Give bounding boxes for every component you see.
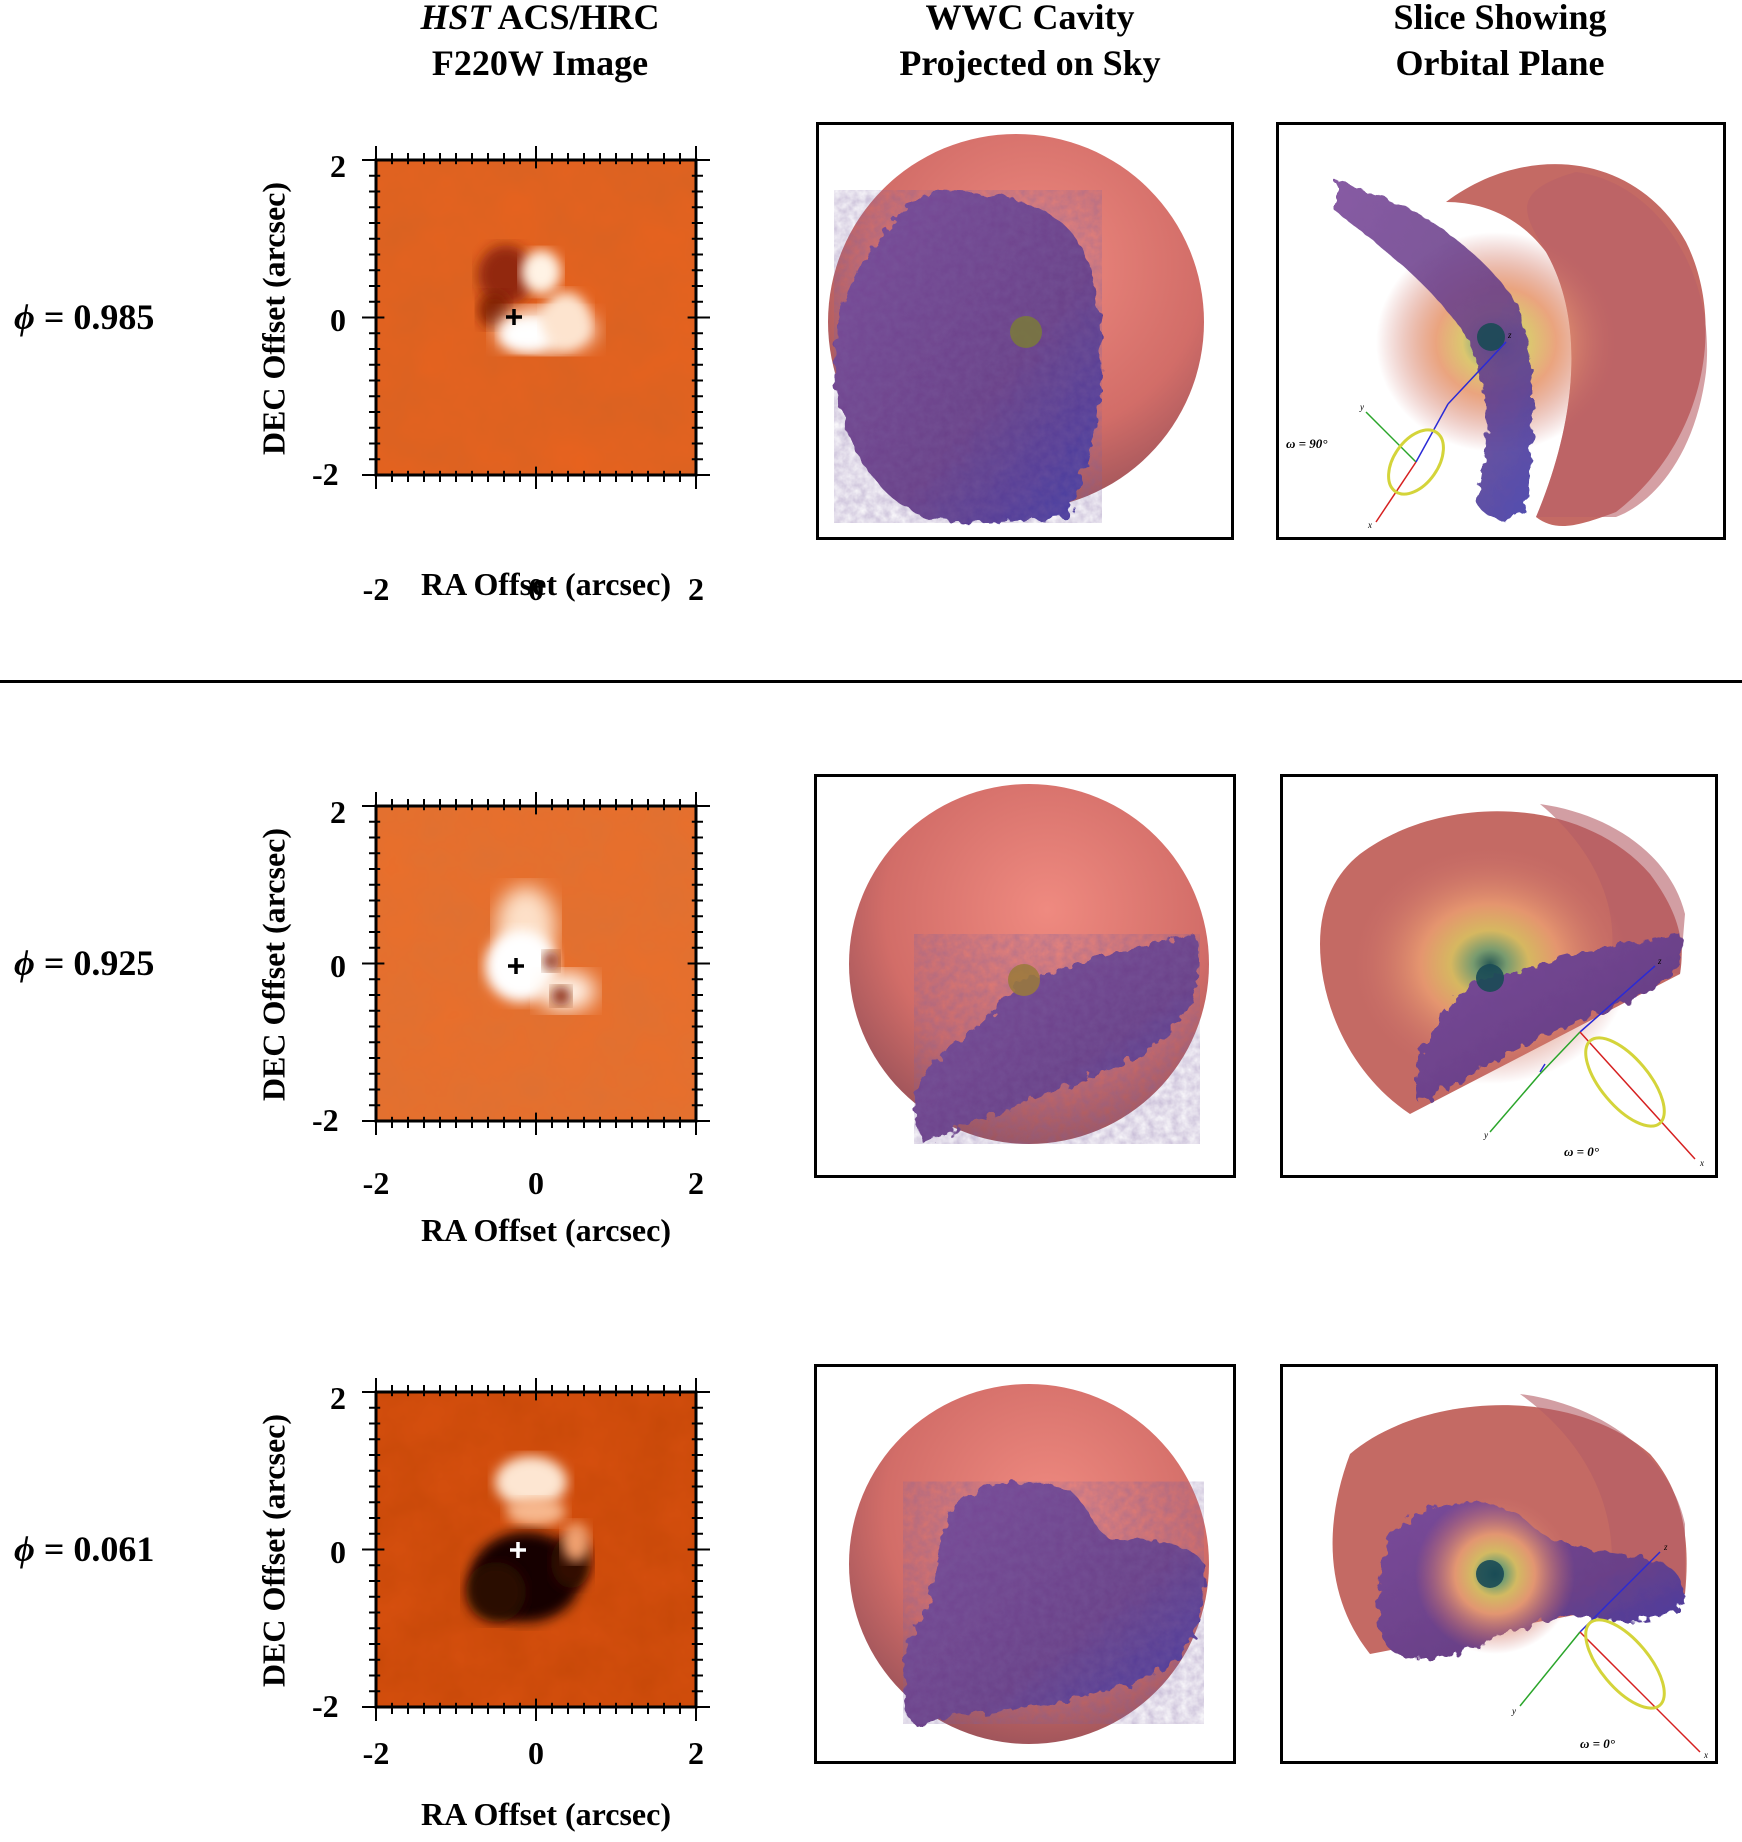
x-tick-neg2: -2	[363, 1165, 390, 1201]
y-axis-title-row3: DEC Offset (arcsec)	[255, 1413, 292, 1688]
y-tick-neg2-row2: -2	[312, 1102, 339, 1138]
y-axis-label: y	[1359, 402, 1364, 412]
y-axis-title-row2: DEC Offset (arcsec)	[255, 827, 292, 1102]
y-axis-label: y	[1483, 1130, 1488, 1140]
y-tick-0-row1: 0	[330, 302, 346, 338]
star-marker-cross	[506, 309, 522, 325]
central-star	[1008, 964, 1040, 996]
y-axis-arrow	[1365, 411, 1417, 463]
hst-image-panel-3: -2 0 2	[362, 1378, 710, 1771]
orbit-ring	[1387, 428, 1445, 496]
orbit-ring	[1584, 1618, 1666, 1710]
x-tick-2: 2	[688, 1735, 704, 1771]
omega-label: ω = 90°	[1286, 436, 1328, 451]
x-axis-arrow	[1579, 1631, 1701, 1753]
x-axis-label: x	[1703, 1750, 1708, 1760]
orbit-diagram: y z x ω = 90°	[1286, 330, 1512, 530]
x-tick-neg2: -2	[363, 571, 390, 607]
hst-image-panel-2: -2 0 2	[362, 792, 710, 1201]
wwc-cavity-panel-2	[814, 774, 1236, 1178]
header-hst-line2: F220W Image	[431, 43, 649, 83]
z-axis-label: z	[1507, 330, 1512, 340]
x-axis-label: x	[1367, 520, 1372, 530]
y-axis-title-row1: DEC Offset (arcsec)	[255, 181, 292, 456]
orbit-diagram: y z x ω = 0°	[1483, 956, 1704, 1168]
slice-panel-3: y z x ω = 0°	[1280, 1364, 1718, 1764]
x-tick-2: 2	[688, 571, 704, 607]
column-header-wwc: WWC Cavity Projected on Sky	[840, 0, 1220, 86]
x-tick-neg2: -2	[363, 1735, 390, 1771]
z-axis-arrow	[1579, 1551, 1661, 1633]
orbit-diagram: y z x ω = 0°	[1511, 1542, 1708, 1760]
column-header-hst: HST ACS/HRC F220W Image	[380, 0, 700, 86]
y-tick-2-row2: 2	[330, 794, 346, 830]
x-tick-0: 0	[528, 1735, 544, 1771]
header-hst-italic: HST	[420, 0, 491, 37]
column-header-slice: Slice Showing Orbital Plane	[1320, 0, 1680, 86]
x-axis-title-row3: RA Offset (arcsec)	[421, 1796, 671, 1832]
z-axis-arrow	[1447, 341, 1507, 405]
z-axis-label: z	[1663, 1542, 1668, 1552]
slice-panel-1: y z x ω = 90°	[1276, 122, 1726, 540]
x-axis-title-row1: RA Offset (arcsec)	[421, 566, 671, 602]
omega-label: ω = 0°	[1580, 1736, 1616, 1751]
y-axis-arrow	[1519, 1631, 1581, 1707]
x-axis-title-row2: RA Offset (arcsec)	[421, 1212, 671, 1248]
y-axis-label: y	[1511, 1706, 1516, 1716]
x-tick-0: 0	[528, 571, 544, 607]
y-tick-2-row3: 2	[330, 1380, 346, 1416]
phase-label-3: ϕ = 0.061	[14, 1529, 155, 1569]
y-tick-neg2-row3: -2	[312, 1688, 339, 1724]
y-tick-0-row3: 0	[330, 1534, 346, 1570]
z-axis-arrow	[1579, 965, 1656, 1033]
wwc-cavity-panel-3	[814, 1364, 1236, 1764]
star-marker-cross	[510, 1542, 526, 1558]
orbit-ring	[1584, 1036, 1666, 1128]
omega-label: ω = 0°	[1564, 1144, 1600, 1159]
central-star	[1010, 316, 1042, 348]
x-tick-2: 2	[688, 1165, 704, 1201]
slice-panel-2: y z x ω = 0°	[1280, 774, 1718, 1178]
y-tick-neg2-row1: -2	[312, 456, 339, 492]
x-axis-label: x	[1699, 1158, 1704, 1168]
axis-ticks	[362, 146, 710, 489]
wwc-cavity-panel-1	[816, 122, 1234, 540]
y-tick-2-row1: 2	[330, 148, 346, 184]
wwc-cavity-slice	[1336, 182, 1533, 519]
x-axis-arrow	[1579, 1031, 1696, 1160]
phase-label-2: ϕ = 0.925	[14, 943, 155, 983]
header-slice-line1: Slice Showing	[1393, 0, 1607, 37]
header-hst-rest: ACS/HRC	[490, 0, 660, 37]
row-divider	[0, 680, 1742, 683]
header-wwc-line1: WWC Cavity	[925, 0, 1135, 37]
x-tick-0: 0	[528, 1165, 544, 1201]
hst-image-panel-1: -2 0 2	[362, 146, 710, 607]
star-marker-cross	[508, 958, 524, 974]
y-axis-arrow	[1489, 1073, 1541, 1133]
y-tick-0-row2: 0	[330, 948, 346, 984]
phase-label-1: ϕ = 0.985	[14, 297, 155, 337]
header-slice-line2: Orbital Plane	[1395, 43, 1605, 83]
header-wwc-line2: Projected on Sky	[899, 43, 1161, 83]
z-axis-label: z	[1657, 956, 1662, 966]
wwc-cavity-slice	[1416, 934, 1683, 1104]
